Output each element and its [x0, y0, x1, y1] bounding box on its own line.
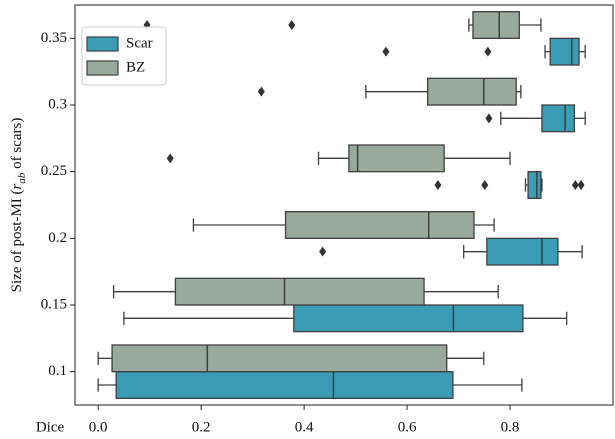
y-label-part: Size of post-MI ( — [9, 189, 25, 292]
x-tick-label: 0.8 — [501, 419, 520, 435]
y-tick-label: 0.35 — [41, 30, 67, 46]
x-axis-label: Dice — [36, 419, 65, 435]
box — [427, 77, 517, 106]
legend-frame — [81, 26, 167, 86]
box — [549, 37, 580, 66]
x-tick-label: 0.0 — [89, 419, 108, 435]
outlier — [288, 20, 296, 30]
outlier — [166, 153, 174, 164]
box — [527, 171, 542, 199]
y-label-part: r — [9, 183, 25, 189]
y-tick-label: 0.1 — [48, 363, 67, 379]
box — [348, 144, 445, 173]
y-axis-label: Size of post-MI (rab of scars) — [9, 118, 27, 293]
y-tick-label: 0.3 — [48, 96, 67, 112]
outlier — [319, 246, 327, 257]
legend-label: BZ — [126, 59, 145, 75]
box — [115, 371, 454, 399]
box — [472, 11, 520, 39]
legend-label: Scar — [126, 35, 153, 51]
box — [174, 277, 425, 306]
box — [284, 211, 475, 239]
y-label-part: ab — [16, 172, 28, 184]
y-tick-label: 0.25 — [41, 163, 67, 179]
outlier — [577, 180, 585, 190]
outlier — [571, 180, 579, 190]
plot-frame — [74, 4, 614, 406]
outlier — [485, 113, 493, 124]
outlier — [382, 46, 390, 57]
x-tick-label: 0.4 — [295, 419, 314, 435]
box — [541, 104, 576, 133]
box — [111, 344, 448, 373]
outlier — [257, 86, 265, 97]
outlier — [484, 46, 492, 57]
outlier — [434, 180, 442, 190]
legend-swatch — [86, 36, 119, 52]
x-tick-label: 0.2 — [192, 419, 211, 435]
box — [293, 304, 524, 333]
y-tick-label: 0.15 — [41, 296, 67, 312]
legend-swatch — [86, 60, 119, 76]
x-tick-label: 0.6 — [398, 419, 417, 435]
outlier — [481, 180, 489, 190]
box — [486, 237, 559, 266]
y-label-part: of scars) — [9, 118, 25, 173]
y-tick-label: 0.2 — [48, 230, 67, 246]
